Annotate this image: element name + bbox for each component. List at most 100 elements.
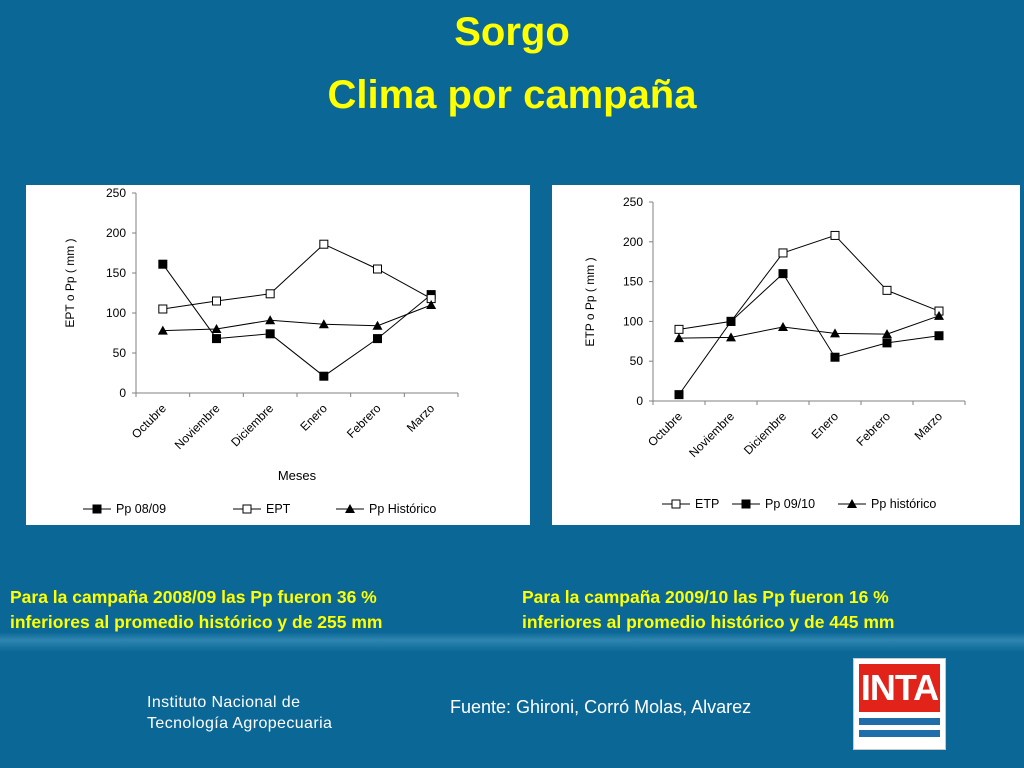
caption-right-line2: inferiores al promedio histórico y de 44… [522,612,895,632]
y-tick-label: 0 [119,386,126,400]
series-line-etp [678,234,940,330]
chart-panel-right: 0 50 100 150 200 250 Octubre Noviembre Diciembre… [552,185,1020,525]
institution-line2: Tecnología Agropecuaria [147,715,333,732]
institution-name: Instituto Nacional de Tecnología Agropec… [147,692,332,734]
slide-title: Sorgo [454,10,570,54]
x-tick-label-febrero: Febrero [344,401,384,441]
x-tick-label-diciembre: Diciembre [228,401,276,449]
legend-label-pp-historico: Pp histórico [871,497,936,511]
chart-campaign-2008-09: 0 50 100 150 200 250 Octubre Noviembre Diciembre… [63,186,459,516]
caption-left-line2: inferiores al promedio histórico y de 25… [10,612,383,632]
chart-panel-left: 0 50 100 150 200 250 Octubre Noviembre Diciembre… [26,185,530,525]
data-point-pp-09-10 [830,352,840,362]
legend-label-etp: ETP [695,497,719,511]
data-point-pp-historico [157,325,168,335]
inta-logo-text: INTA [859,664,940,712]
logo-stripe [859,718,940,725]
series-etp [674,230,944,334]
y-tick-label: 0 [636,394,643,408]
legend-label-pp-08-09: Pp 08/09 [116,502,166,516]
data-point-ept [319,239,329,249]
data-point-ept [265,289,275,299]
series-line-ept [162,243,432,310]
legend: ETP Pp 09/10 Pp histórico [662,497,936,511]
data-point-ept [373,264,382,274]
x-tick-label-febrero: Febrero [854,409,894,449]
y-tick-label: 100 [106,306,126,320]
data-point-pp-08-09 [373,334,382,344]
x-tick-label-noviembre: Noviembre [172,401,223,452]
y-tick-label: 100 [623,314,643,328]
chart-campaign-2009-10: 0 50 100 150 200 250 Octubre Noviembre Diciembre… [583,195,966,511]
legend-marker-pp-09-10 [741,499,751,509]
legend-marker-etp [671,499,681,509]
series-pp-09-10 [674,269,944,400]
data-point-pp-08-09 [319,371,329,381]
x-tick-label-enero: Enero [809,409,842,442]
x-tick-label-diciembre: Diciembre [741,409,789,457]
series-ept [158,239,436,314]
data-point-pp-09-10 [934,331,944,341]
series-pp-historico [674,310,944,343]
slide-subtitle: Clima por campaña [327,73,697,117]
data-point-pp-historico [211,324,222,333]
x-tick-label-marzo: Marzo [912,409,946,443]
data-point-pp-08-09 [265,329,275,339]
legend-marker-pp-historico [345,504,355,513]
institution-line1: Instituto Nacional de [147,694,301,711]
y-tick-label: 250 [623,195,643,209]
legend-label-pp-historico: Pp Histórico [369,502,436,516]
data-point-pp-historico [674,333,684,343]
series-line-pp-historico [678,315,940,339]
y-tick-label: 250 [106,186,126,200]
data-point-etp [674,324,684,334]
data-point-etp [830,230,840,240]
x-tick-label-marzo: Marzo [404,401,438,435]
data-point-pp-historico [426,300,437,309]
data-point-pp-historico [830,328,840,338]
legend-label-pp-09-10: Pp 09/10 [765,497,815,511]
footer-band [0,632,1024,652]
series-line-pp-08-09 [162,263,432,377]
legend-label-ept: EPT [266,502,291,516]
data-point-pp-historico [372,320,383,330]
logo-stripe [859,730,940,737]
series-pp-historico [157,300,437,335]
x-tick-label-noviembre: Noviembre [686,409,737,460]
data-point-pp-historico [778,321,788,331]
y-tick-label: 200 [623,235,643,249]
data-point-pp-historico [318,319,329,329]
x-tick-label-octubre: Octubre [129,401,169,441]
y-axis-title: ETP o Pp ( mm ) [583,257,597,346]
data-point-ept [158,304,168,314]
data-point-etp [882,285,892,295]
data-point-pp-historico [265,315,276,325]
y-tick-label: 150 [623,275,643,289]
series-line-pp-historico [162,304,432,332]
caption-right-line1: Para la campaña 2009/10 las Pp fueron 16… [522,587,889,607]
x-tick-label-octubre: Octubre [645,409,685,449]
data-point-pp-09-10 [778,269,788,279]
data-point-ept [212,296,221,306]
data-point-pp-historico [934,310,944,320]
source-credit: Fuente: Ghironi, Corró Molas, Alvarez [450,697,752,717]
y-axis-title: EPT o Pp ( mm ) [63,238,77,327]
data-point-pp-08-09 [212,334,221,344]
data-point-pp-historico [726,332,736,342]
data-point-pp-08-09 [158,259,168,269]
y-tick-label: 200 [106,226,126,240]
caption-left-line1: Para la campaña 2008/09 las Pp fueron 36… [10,587,377,607]
legend-marker-ept [242,504,252,514]
x-tick-label-enero: Enero [297,401,330,434]
legend-marker-pp-08-09 [92,504,102,514]
y-tick-label: 150 [106,266,126,280]
y-tick-label: 50 [630,354,644,368]
data-point-pp-09-10 [674,390,684,400]
series-line-pp-09-10 [678,272,940,395]
x-axis-title: Meses [278,468,317,483]
data-point-pp-09-10 [882,338,892,348]
inta-logo: INTA [853,658,946,750]
legend: Pp 08/09 EPT Pp Histórico [83,502,436,516]
data-point-etp [778,248,788,258]
y-tick-label: 50 [113,346,127,360]
